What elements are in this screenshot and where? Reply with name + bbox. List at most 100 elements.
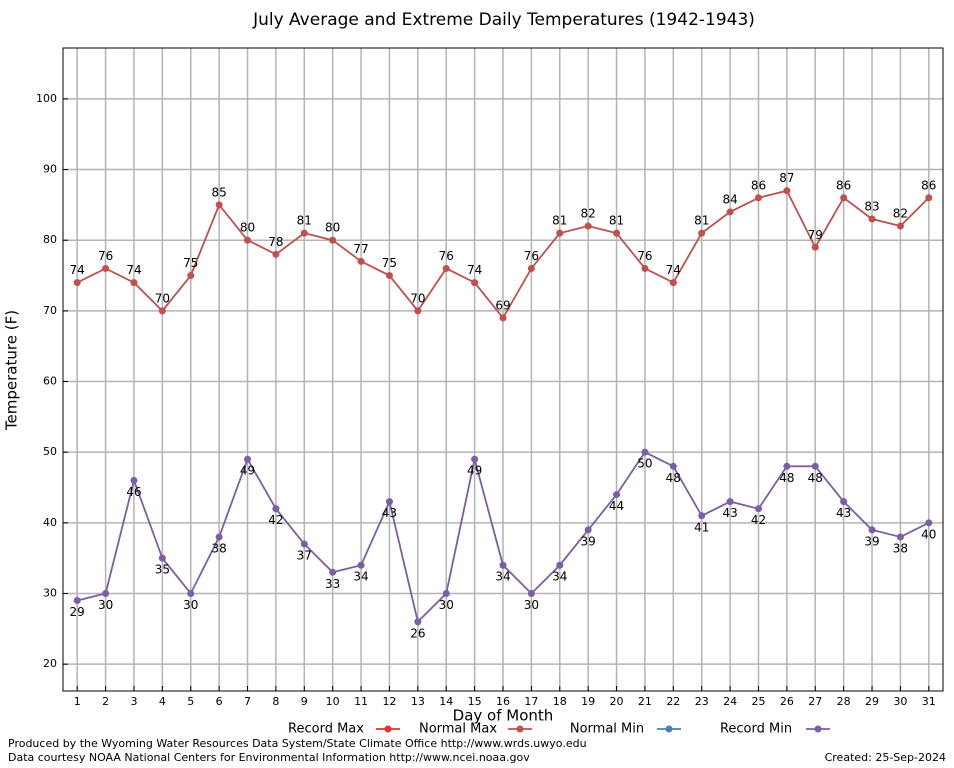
point [329,568,337,576]
y-tick-label: 70 [43,304,57,317]
point [73,279,81,287]
x-tick-label: 4 [159,695,166,708]
data-label: 48 [808,471,823,485]
x-tick-label: 23 [695,695,709,708]
point [244,455,252,463]
x-tick-label: 1 [74,695,81,708]
point [499,561,507,569]
data-label: 79 [808,228,823,242]
point [300,540,308,548]
data-label: 86 [921,178,936,192]
x-tick-label: 9 [301,695,308,708]
data-label: 40 [921,527,936,541]
data-label: 83 [864,199,879,213]
y-tick-label: 80 [43,233,57,246]
point [385,498,393,506]
data-label: 75 [382,256,397,270]
point [300,229,308,237]
data-label: 82 [581,207,596,221]
legend-label: Normal Max [419,722,497,737]
point [130,279,138,287]
data-label: 49 [240,464,255,478]
point [698,229,706,237]
x-tick-label: 12 [382,695,396,708]
point [584,222,592,230]
point [726,498,734,506]
data-label: 70 [155,291,170,305]
point [811,462,819,470]
x-tick-label: 19 [581,695,595,708]
point [244,236,252,244]
y-tick-label: 60 [43,375,57,388]
point [130,476,138,484]
data-label: 38 [893,541,908,555]
data-label: 30 [98,598,113,612]
data-label: 86 [836,178,851,192]
point [102,589,110,597]
data-label: 85 [211,185,226,199]
x-tick-label: 20 [610,695,624,708]
data-label: 81 [552,214,567,228]
data-label: 26 [410,626,425,640]
legend-marker [384,725,392,733]
x-tick-label: 24 [723,695,737,708]
point [385,272,393,280]
legend-marker [665,725,673,733]
point [925,194,933,202]
data-label: 39 [581,534,596,548]
data-label: 86 [751,178,766,192]
point [896,222,904,230]
data-label: 30 [524,598,539,612]
x-tick-label: 16 [496,695,510,708]
legend-marker [814,725,822,733]
data-label: 69 [495,298,510,312]
y-tick-label: 50 [43,445,57,458]
data-label: 43 [722,506,737,520]
point [840,194,848,202]
data-label: 43 [836,506,851,520]
point [357,257,365,265]
x-axis-label: Day of Month [453,707,554,725]
footer-text: Data courtesy NOAA National Centers for … [8,751,530,764]
x-tick-label: 21 [638,695,652,708]
chart-title: July Average and Extreme Daily Temperatu… [252,10,755,30]
data-label: 48 [779,471,794,485]
point [641,448,649,456]
point [414,307,422,315]
point [272,250,280,258]
data-label: 74 [467,263,482,277]
x-tick-label: 8 [272,695,279,708]
data-label: 38 [211,541,226,555]
point [527,589,535,597]
point [868,215,876,223]
point [329,236,337,244]
point [754,194,762,202]
data-label: 34 [495,570,510,584]
data-label: 75 [183,256,198,270]
data-label: 74 [126,263,141,277]
data-label: 34 [353,570,368,584]
data-label: 39 [864,534,879,548]
data-label: 78 [268,235,283,249]
x-tick-label: 29 [865,695,879,708]
x-tick-label: 27 [808,695,822,708]
point [102,264,110,272]
data-label: 80 [325,221,340,235]
point [471,279,479,287]
point [357,561,365,569]
data-label: 77 [353,242,368,256]
point [868,526,876,534]
data-label: 76 [637,249,652,263]
point [471,455,479,463]
x-tick-label: 25 [751,695,765,708]
data-label: 42 [751,513,766,527]
legend-label: Normal Min [570,722,644,737]
point [698,512,706,520]
footer-text: Produced by the Wyoming Water Resources … [8,737,587,750]
data-label: 81 [297,214,312,228]
y-axis-label: Temperature (F) [3,310,21,431]
data-label: 30 [183,598,198,612]
x-tick-label: 30 [893,695,907,708]
point [158,307,166,315]
